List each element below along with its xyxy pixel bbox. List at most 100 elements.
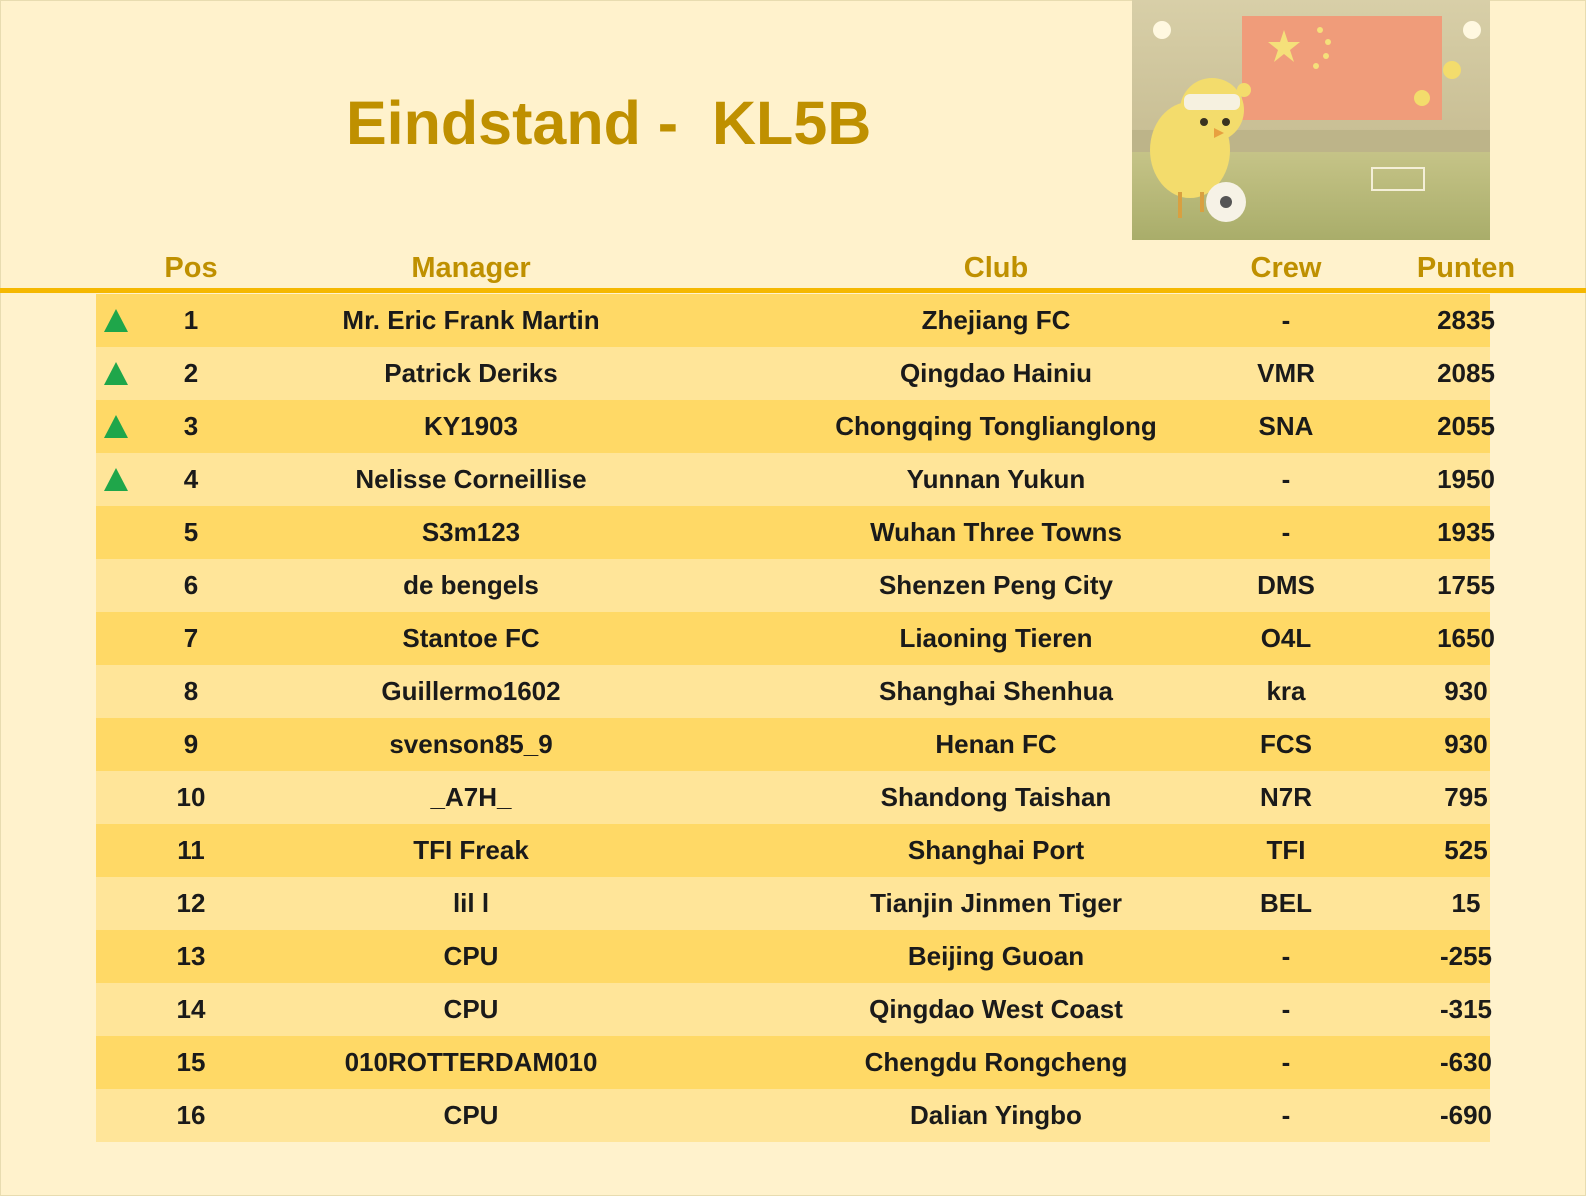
position-cell: 12 [176,888,206,918]
crew-cell: O4L [1260,623,1312,653]
club-cell: Dalian Yingbo [910,1100,1082,1130]
points-cell: 525 [1444,835,1488,865]
position-cell: 13 [176,941,206,971]
crew-cell: - [1281,517,1291,547]
manager-cell: Patrick Deriks [384,358,558,388]
crew-cell: kra [1266,676,1306,706]
manager-cell: Guillermo1602 [381,676,561,706]
crew-cell: DMS [1257,570,1315,600]
club-cell: Shenzen Peng City [878,570,1114,600]
club-cell: Yunnan Yukun [906,464,1086,494]
club-cell: Beijing Guoan [907,941,1085,971]
table-row: 8 Guillermo1602 Shanghai Shenhua kra 930 [96,665,1490,718]
column-header-points: Punten [1416,252,1516,284]
table-row: 9 svenson85_9 Henan FC FCS 930 [96,718,1490,771]
promotion-arrow-icon [104,468,128,491]
club-cell: Shanghai Port [907,835,1085,865]
points-cell: 1755 [1437,570,1495,600]
manager-cell: 010ROTTERDAM010 [344,1047,598,1077]
position-cell: 16 [176,1100,206,1130]
position-cell: 3 [183,411,199,441]
promotion-arrow-icon [104,362,128,385]
points-cell: -315 [1439,994,1493,1024]
club-cell: Shanghai Shenhua [878,676,1114,706]
manager-cell: lil l [452,888,490,918]
position-cell: 11 [177,835,205,865]
manager-cell: TFI Freak [413,835,529,865]
header-divider [0,288,1586,293]
crew-cell: - [1281,1047,1291,1077]
manager-cell: svenson85_9 [389,729,553,759]
table-row: 3 KY1903 Chongqing Tonglianglong SNA 2055 [96,400,1495,453]
crew-cell: SNA [1258,411,1314,441]
manager-cell: Nelisse Corneillise [355,464,587,494]
column-header-pos: Pos [164,252,218,284]
points-cell: 2055 [1437,411,1495,441]
position-cell: 8 [183,676,199,706]
points-cell: -630 [1439,1047,1493,1077]
position-cell: 9 [183,729,199,759]
manager-cell: CPU [443,1100,499,1130]
position-cell: 7 [183,623,199,653]
manager-cell: Stantoe FC [402,623,540,653]
page-title: Eindstand - KL5B [346,89,872,157]
table-row: 15 010ROTTERDAM010 Chengdu Rongcheng - -630 [96,1036,1492,1089]
points-cell: 2085 [1437,358,1495,388]
crew-cell: - [1281,464,1291,494]
crew-cell: - [1281,994,1291,1024]
position-cell: 10 [176,782,206,812]
manager-cell: CPU [443,994,499,1024]
crew-cell: - [1281,305,1291,335]
manager-cell: S3m123 [421,517,521,547]
table-row: 16 CPU Dalian Yingbo - -690 [96,1089,1492,1142]
manager-cell: _A7H_ [430,782,512,812]
banner-image [1132,0,1490,240]
table-row: 13 CPU Beijing Guoan - -255 [96,930,1492,983]
table-row: 4 Nelisse Corneillise Yunnan Yukun - 1950 [96,453,1495,506]
points-cell: 930 [1444,729,1488,759]
table-row: 11 TFI Freak Shanghai Port TFI 525 [96,824,1490,877]
position-cell: 6 [183,570,199,600]
position-cell: 1 [183,305,199,335]
crew-cell: - [1281,1100,1291,1130]
manager-cell: KY1903 [424,411,518,441]
crew-cell: N7R [1259,782,1312,812]
standings-table: 1 Mr. Eric Frank Martin Zhejiang FC - 2835 2 P… [96,294,1495,1142]
club-cell: Qingdao Hainiu [899,358,1093,388]
points-cell: 795 [1444,782,1488,812]
points-cell: 1650 [1437,623,1495,653]
table-row: 1 Mr. Eric Frank Martin Zhejiang FC - 2835 [96,294,1495,347]
table-row: 10 _A7H_ Shandong Taishan N7R 795 [96,771,1490,824]
manager-cell: Mr. Eric Frank Martin [342,305,600,335]
promotion-arrow-icon [104,309,128,332]
points-cell: 15 [1451,888,1481,918]
club-cell: Tianjin Jinmen Tiger [870,888,1122,918]
club-cell: Liaoning Tieren [899,623,1093,653]
crew-cell: TFI [1266,835,1306,865]
promotion-arrow-icon [104,415,128,438]
position-cell: 5 [183,517,199,547]
club-cell: Chongqing Tonglianglong [835,411,1157,441]
points-cell: 1950 [1437,464,1495,494]
position-cell: 4 [183,464,199,494]
club-cell: Wuhan Three Towns [870,517,1122,547]
table-row: 2 Patrick Deriks Qingdao Hainiu VMR 2085 [96,347,1495,400]
table-row: 7 Stantoe FC Liaoning Tieren O4L 1650 [96,612,1495,665]
club-cell: Shandong Taishan [880,782,1112,812]
club-cell: Zhejiang FC [921,305,1071,335]
points-cell: 930 [1444,676,1488,706]
table-row: 5 S3m123 Wuhan Three Towns - 1935 [96,506,1495,559]
crew-cell: FCS [1260,729,1312,759]
position-cell: 2 [183,358,199,388]
table-row: 14 CPU Qingdao West Coast - -315 [96,983,1492,1036]
table-row: 12 lil l Tianjin Jinmen Tiger BEL 15 [96,877,1490,930]
points-cell: 2835 [1437,305,1495,335]
table-row: 6 de bengels Shenzen Peng City DMS 1755 [96,559,1495,612]
position-cell: 15 [176,1047,206,1077]
stadium-mascot-illustration [1132,0,1490,240]
points-cell: 1935 [1437,517,1495,547]
crew-cell: VMR [1257,358,1315,388]
column-header-club: Club [963,252,1029,284]
column-header-manager: Manager [411,252,531,284]
manager-cell: de bengels [403,570,539,600]
